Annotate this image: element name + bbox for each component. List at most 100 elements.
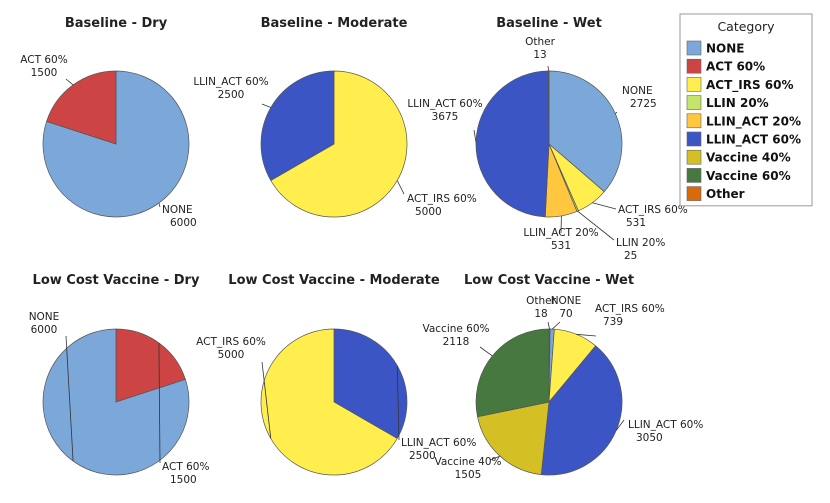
label-leader-line <box>479 346 493 357</box>
slice-label-none: NONE <box>29 311 60 323</box>
pie-slice-act-irs-60pct <box>270 70 408 218</box>
legend-title: Category <box>717 19 775 34</box>
slice-label-act-irs-60pct: ACT_IRS 60% <box>595 303 665 315</box>
legend-label-act-irs-60pct: ACT_IRS 60% <box>706 78 794 93</box>
slice-value-act-60pct: 1500 <box>31 67 58 79</box>
slice-value-none: 6000 <box>170 217 197 229</box>
pie-title: Low Cost Vaccine - Moderate <box>228 273 440 288</box>
label-leader-line <box>489 455 501 461</box>
label-leader-line <box>65 78 74 86</box>
label-leader-line <box>473 129 477 143</box>
slice-value-none: 6000 <box>31 324 58 336</box>
pie-slice-act-60pct <box>46 70 117 145</box>
label-leader-line <box>158 342 161 464</box>
pie-slice-vaccine-60pct <box>475 328 550 418</box>
legend-label-vaccine-60pct: Vaccine 60% <box>706 169 791 183</box>
label-leader-line <box>547 321 550 330</box>
slice-label-none: NONE <box>162 204 193 216</box>
legend-swatch-llin-20pct <box>686 95 702 110</box>
slice-value-act-60pct: 1500 <box>170 474 197 486</box>
legend-swatch-llin-act-20pct <box>686 113 702 129</box>
legend-label-llin-act-20pct: LLIN_ACT 20% <box>706 114 801 129</box>
slice-label-act-irs-60pct: ACT_IRS 60% <box>618 204 688 216</box>
slice-label-act-irs-60pct: ACT_IRS 60% <box>196 336 266 348</box>
pie-panel-5: Low Cost Vaccine - Moderate ACT_IRS 60%50… <box>196 273 476 476</box>
legend-swatch-other <box>686 186 702 201</box>
slice-label-act-irs-60pct: ACT_IRS 60% <box>407 193 477 205</box>
legend-swatch-act-irs-60pct <box>686 77 702 92</box>
slice-label-llin-act-60pct: LLIN_ACT 60% <box>628 419 703 431</box>
slice-value-llin-act-60pct: 3675 <box>432 111 459 123</box>
legend-swatch-vaccine-60pct <box>686 168 702 183</box>
slice-label-act-60pct: ACT 60% <box>162 461 209 473</box>
label-leader-line <box>551 321 561 330</box>
legend-box <box>679 13 813 207</box>
label-leader-line <box>615 111 618 114</box>
label-leader-line <box>576 333 597 337</box>
legend-label-other: Other <box>706 187 745 201</box>
slice-value-vaccine-60pct: 2118 <box>443 336 470 348</box>
label-leader-line <box>261 361 272 439</box>
slice-label-other: Other <box>525 36 555 48</box>
slice-value-act-irs-60pct: 5000 <box>415 206 442 218</box>
label-leader-line <box>577 210 615 241</box>
slice-label-llin-act-60pct: LLIN_ACT 60% <box>407 98 482 110</box>
legend-swatch-vaccine-40pct <box>686 149 702 165</box>
legend-label-llin-20pct: LLIN 20% <box>706 96 769 110</box>
label-leader-line <box>592 202 617 210</box>
pie-title: Low Cost Vaccine - Dry <box>33 273 200 288</box>
slice-label-vaccine-60pct: Vaccine 60% <box>422 323 489 335</box>
pie-slice-none <box>42 328 190 476</box>
slice-value-act-irs-60pct: 5000 <box>218 349 245 361</box>
pie-title: Baseline - Moderate <box>261 16 408 31</box>
pie-slice-vaccine-40pct <box>477 401 550 475</box>
legend: Category NONE ACT 60% ACT_IRS 60% LLIN 20% LL… <box>679 13 813 207</box>
legend-swatch-none <box>686 40 702 56</box>
pie-title: Baseline - Dry <box>65 16 168 31</box>
label-leader-line <box>396 365 400 441</box>
slice-label-llin-act-60pct: LLIN_ACT 60% <box>401 437 476 449</box>
slice-value-llin-act-20pct: 531 <box>551 240 571 252</box>
slice-value-none: 70 <box>559 308 572 320</box>
legend-swatch-act-60pct <box>686 58 702 74</box>
slice-label-vaccine-40pct: Vaccine 40% <box>434 456 501 468</box>
slice-label-none: NONE <box>622 85 653 97</box>
slice-label-other: Other <box>526 295 556 307</box>
label-leader-line <box>396 180 405 195</box>
slice-label-llin-act-20pct: LLIN_ACT 20% <box>523 227 598 239</box>
slice-value-vaccine-40pct: 1505 <box>455 469 482 481</box>
slice-label-none: NONE <box>551 295 582 307</box>
pie-title: Low Cost Vaccine - Wet <box>464 273 634 288</box>
slice-value-other: 18 <box>534 308 547 320</box>
pie-slice-llin-act-60pct <box>260 70 335 181</box>
slice-label-llin-20pct: LLIN 20% <box>616 237 665 249</box>
slice-value-other: 13 <box>533 49 546 61</box>
slice-value-llin-act-60pct: 3050 <box>636 432 663 444</box>
slice-label-llin-act-60pct: LLIN_ACT 60% <box>193 76 268 88</box>
pie-slice-llin-act-60pct <box>540 345 623 476</box>
legend-label-none: NONE <box>706 42 744 56</box>
slice-value-none: 2725 <box>630 98 657 110</box>
slice-value-act-irs-60pct: 739 <box>603 316 623 328</box>
legend-label-llin-act-60pct: LLIN_ACT 60% <box>706 133 801 148</box>
label-leader-line <box>158 202 161 208</box>
slice-label-act-60pct: ACT 60% <box>20 54 67 66</box>
slice-value-llin-act-60pct: 2500 <box>409 450 436 462</box>
slice-value-act-irs-60pct: 531 <box>626 217 646 229</box>
label-leader-line <box>261 103 271 108</box>
pie-title: Baseline - Wet <box>496 16 602 31</box>
legend-label-act-60pct: ACT 60% <box>706 60 765 74</box>
legend-swatch-llin-act-60pct <box>686 131 702 147</box>
slice-value-llin-act-60pct: 2500 <box>218 89 245 101</box>
slice-value-llin-20pct: 25 <box>624 250 637 262</box>
label-leader-line <box>615 419 625 431</box>
label-leader-line <box>547 65 549 72</box>
pie-slice-none <box>42 70 190 218</box>
label-leader-line <box>65 335 74 462</box>
legend-label-vaccine-40pct: Vaccine 40% <box>706 151 791 165</box>
